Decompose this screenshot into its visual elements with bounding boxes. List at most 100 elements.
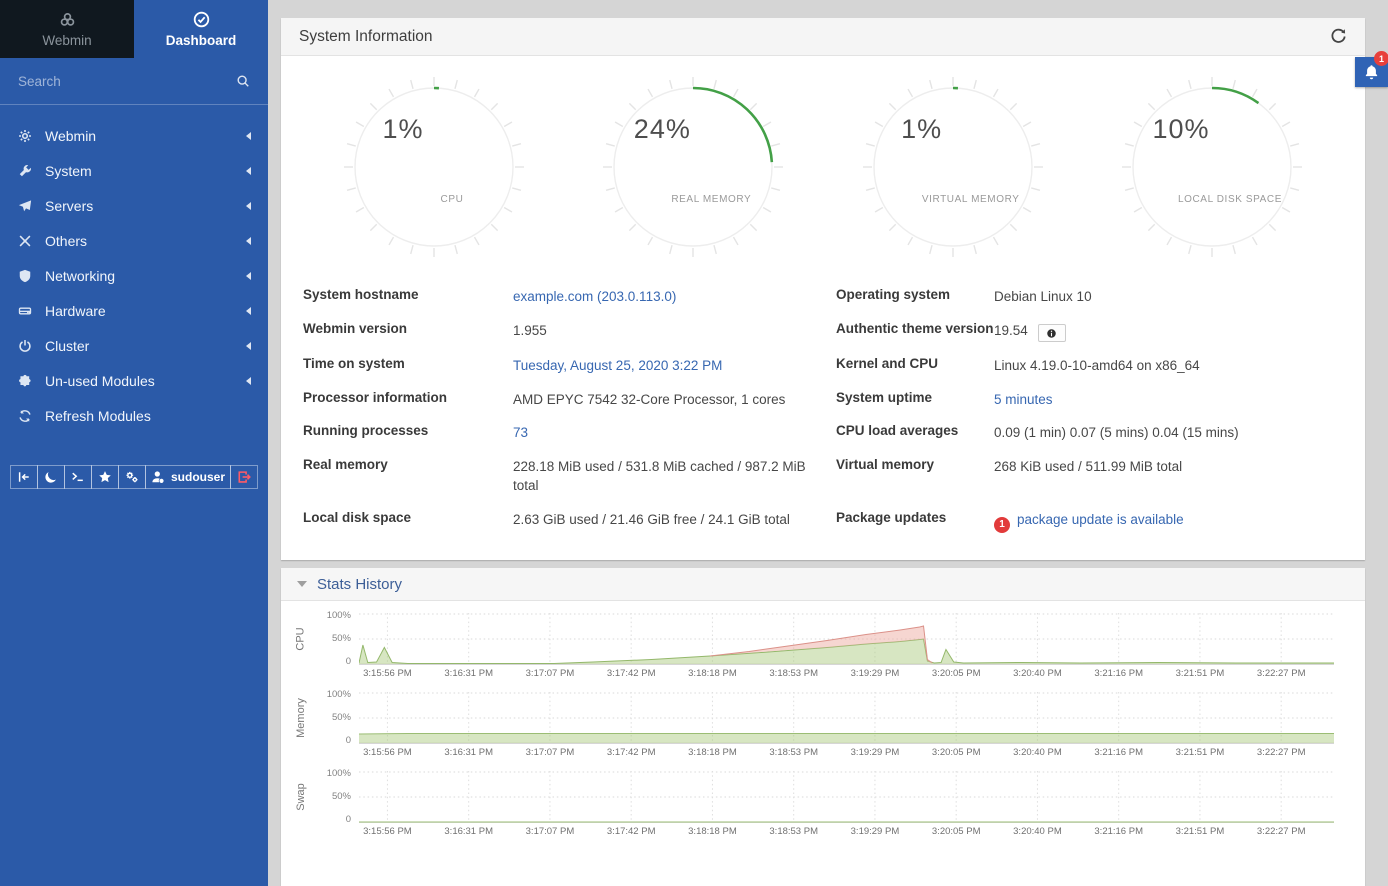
night-mode-button[interactable] xyxy=(37,465,65,489)
theme-info-button[interactable] xyxy=(1038,324,1066,342)
sidebar-item-system[interactable]: System xyxy=(0,153,268,188)
logout-icon xyxy=(237,470,251,484)
x-tick-label: 3:18:53 PM xyxy=(769,747,818,758)
tab-dashboard[interactable]: Dashboard xyxy=(134,0,268,58)
x-tick-label: 3:20:05 PM xyxy=(932,668,981,679)
info-value: 5 minutes xyxy=(994,390,1343,410)
info-row-processor-information: Processor informationAMD EPYC 7542 32-Co… xyxy=(303,383,810,417)
sidebar-item-networking[interactable]: Networking xyxy=(0,258,268,293)
sidebar: Webmin Dashboard Webmin System Servers Othe… xyxy=(0,0,268,886)
sidebar-toolbar: sudouser xyxy=(10,465,258,489)
caret-left-icon xyxy=(246,167,251,175)
theme-settings-button[interactable] xyxy=(118,465,146,489)
info-value: 1 package update is available xyxy=(994,510,1343,533)
sidebar-item-hardware[interactable]: Hardware xyxy=(0,293,268,328)
x-tick-label: 3:17:42 PM xyxy=(607,668,656,679)
info-row-local-disk-space: Local disk space2.63 GiB used / 21.46 Gi… xyxy=(303,503,810,540)
tab-webmin-label: Webmin xyxy=(42,33,91,48)
info-row-real-memory: Real memory228.18 MiB used / 531.8 MiB c… xyxy=(303,450,810,503)
caret-left-icon xyxy=(246,132,251,140)
chart-axis-title: Swap xyxy=(289,771,313,823)
favorites-button[interactable] xyxy=(91,465,119,489)
paper-plane-icon xyxy=(18,199,45,213)
x-tick-label: 3:19:29 PM xyxy=(851,826,900,837)
chart-row-cpu: CPU100%50%03:15:56 PM3:16:31 PM3:17:07 P… xyxy=(289,613,1365,681)
username-label: sudouser xyxy=(171,470,225,484)
system-info-grid: System hostnameexample.com (203.0.113.0)… xyxy=(281,268,1365,560)
logout-button[interactable] xyxy=(230,465,258,489)
sidebar-item-cluster[interactable]: Cluster xyxy=(0,328,268,363)
refresh-button[interactable] xyxy=(1330,28,1347,45)
info-row-virtual-memory: Virtual memory268 KiB used / 511.99 MiB … xyxy=(836,450,1343,503)
collapse-sidebar-button[interactable] xyxy=(10,465,38,489)
sidebar-item-label: Refresh Modules xyxy=(45,408,251,424)
gauges-row: 1%CPU24%REAL MEMORY1%VIRTUAL MEMORY10%LO… xyxy=(281,56,1365,268)
x-tick-label: 3:17:07 PM xyxy=(526,826,575,837)
x-tick-label: 3:21:51 PM xyxy=(1176,668,1225,679)
x-tick-label: 3:20:40 PM xyxy=(1013,668,1062,679)
info-label: Kernel and CPU xyxy=(836,356,994,376)
info-value-text[interactable]: 73 xyxy=(513,425,528,440)
gauge-virtual-memory: 1%VIRTUAL MEMORY xyxy=(858,72,1048,262)
info-row-operating-system: Operating systemDebian Linux 10 xyxy=(836,280,1343,314)
terminal-icon xyxy=(71,470,85,484)
info-value-text[interactable]: package update is available xyxy=(1017,512,1184,527)
sidebar-tabs: Webmin Dashboard xyxy=(0,0,268,58)
tab-webmin[interactable]: Webmin xyxy=(0,0,134,58)
sidebar-item-label: Un-used Modules xyxy=(45,373,246,389)
info-value-text[interactable]: example.com (203.0.113.0) xyxy=(513,289,676,304)
y-tick-label: 50% xyxy=(332,791,351,802)
info-label: Webmin version xyxy=(303,321,513,343)
sidebar-item-label: Others xyxy=(45,233,246,249)
stats-history-header[interactable]: Stats History xyxy=(281,568,1365,601)
x-tick-label: 3:21:16 PM xyxy=(1094,668,1143,679)
caret-left-icon xyxy=(246,307,251,315)
info-label: Authentic theme version xyxy=(836,321,994,343)
y-tick-label: 100% xyxy=(327,610,351,621)
caret-left-icon xyxy=(246,342,251,350)
collapse-caret-icon xyxy=(297,581,307,587)
package-count-badge[interactable]: 1 xyxy=(994,517,1010,533)
info-value-text: 2.63 GiB used / 21.46 GiB free / 24.1 Gi… xyxy=(513,512,790,527)
system-information-header: System Information xyxy=(281,18,1365,56)
refresh-icon xyxy=(18,409,45,423)
gauge-local-disk-space: 10%LOCAL DISK SPACE xyxy=(1117,72,1307,262)
search-input[interactable] xyxy=(18,74,236,89)
x-tick-label: 3:22:27 PM xyxy=(1257,668,1306,679)
x-tick-label: 3:17:07 PM xyxy=(526,668,575,679)
search-icon[interactable] xyxy=(236,74,250,88)
chart-row-swap: Swap100%50%03:15:56 PM3:16:31 PM3:17:07 … xyxy=(289,771,1365,839)
gauge-real-memory: 24%REAL MEMORY xyxy=(598,72,788,262)
sidebar-item-un-used-modules[interactable]: Un-used Modules xyxy=(0,363,268,398)
info-value: 19.54 xyxy=(994,321,1343,343)
sidebar-item-label: Webmin xyxy=(45,128,246,144)
info-value: Tuesday, August 25, 2020 3:22 PM xyxy=(513,356,810,376)
info-value: 73 xyxy=(513,423,810,443)
wrench-icon xyxy=(18,164,45,178)
x-tick-label: 3:20:40 PM xyxy=(1013,747,1062,758)
notifications-button[interactable]: 1 xyxy=(1355,57,1388,87)
webmin-logo-icon xyxy=(59,11,76,28)
sidebar-item-label: System xyxy=(45,163,246,179)
info-value: example.com (203.0.113.0) xyxy=(513,287,810,307)
info-label: Local disk space xyxy=(303,510,513,533)
gauge-label: REAL MEMORY xyxy=(626,194,796,205)
y-axis-ticks: 100%50%0 xyxy=(313,613,359,681)
info-label: Virtual memory xyxy=(836,457,994,496)
info-value-text[interactable]: Tuesday, August 25, 2020 3:22 PM xyxy=(513,358,722,373)
sidebar-item-webmin[interactable]: Webmin xyxy=(0,118,268,153)
x-tick-label: 3:20:05 PM xyxy=(932,826,981,837)
x-tick-label: 3:18:18 PM xyxy=(688,747,737,758)
sidebar-item-refresh-modules[interactable]: Refresh Modules xyxy=(0,398,268,433)
sidebar-item-servers[interactable]: Servers xyxy=(0,188,268,223)
bell-icon xyxy=(1364,65,1379,80)
terminal-button[interactable] xyxy=(64,465,92,489)
sidebar-item-others[interactable]: Others xyxy=(0,223,268,258)
info-value: Debian Linux 10 xyxy=(994,287,1343,307)
info-label: Operating system xyxy=(836,287,994,307)
info-value-text[interactable]: 5 minutes xyxy=(994,392,1053,407)
tools-icon xyxy=(18,234,45,248)
info-value: 0.09 (1 min) 0.07 (5 mins) 0.04 (15 mins… xyxy=(994,423,1343,443)
user-button[interactable]: sudouser xyxy=(145,465,231,489)
sidebar-item-label: Cluster xyxy=(45,338,246,354)
